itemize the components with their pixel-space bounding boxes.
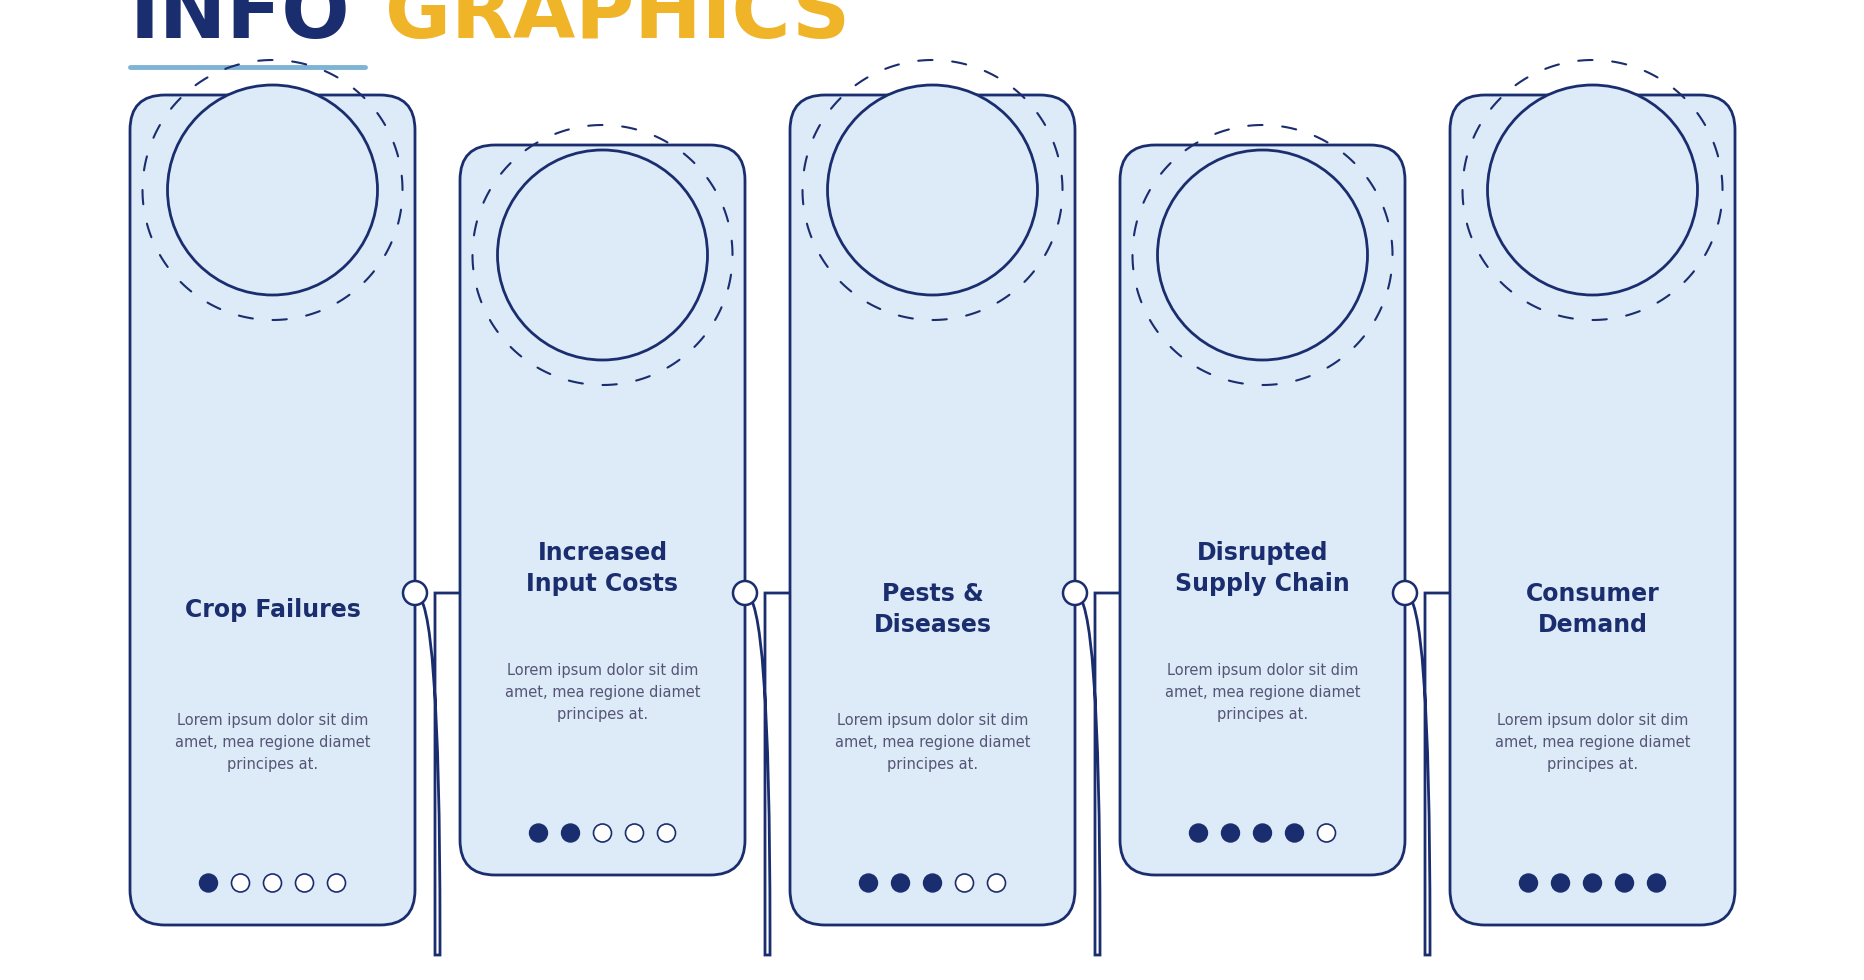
Circle shape	[658, 824, 675, 842]
FancyBboxPatch shape	[1448, 95, 1734, 925]
Circle shape	[1062, 581, 1087, 605]
FancyBboxPatch shape	[460, 145, 744, 875]
Circle shape	[1158, 150, 1366, 360]
Circle shape	[1646, 874, 1665, 892]
Circle shape	[624, 824, 643, 842]
Circle shape	[1487, 85, 1696, 295]
Text: Lorem ipsum dolor sit dim
amet, mea regione diamet
principes at.: Lorem ipsum dolor sit dim amet, mea regi…	[505, 662, 699, 722]
Circle shape	[1551, 874, 1569, 892]
Text: Increased
Input Costs: Increased Input Costs	[526, 541, 678, 596]
Text: Lorem ipsum dolor sit dim
amet, mea regione diamet
principes at.: Lorem ipsum dolor sit dim amet, mea regi…	[1165, 662, 1359, 722]
Circle shape	[403, 581, 427, 605]
Text: Crop Failures: Crop Failures	[185, 598, 360, 621]
Circle shape	[1519, 874, 1536, 892]
FancyBboxPatch shape	[790, 95, 1074, 925]
Circle shape	[1583, 874, 1601, 892]
Text: GRAPHICS: GRAPHICS	[384, 0, 850, 55]
FancyBboxPatch shape	[1120, 145, 1404, 875]
Circle shape	[1253, 824, 1271, 842]
Circle shape	[231, 874, 250, 892]
Circle shape	[954, 874, 973, 892]
Text: Lorem ipsum dolor sit dim
amet, mea regione diamet
principes at.: Lorem ipsum dolor sit dim amet, mea regi…	[1493, 712, 1689, 772]
Circle shape	[923, 874, 941, 892]
Circle shape	[199, 874, 218, 892]
Circle shape	[828, 85, 1036, 295]
Circle shape	[859, 874, 878, 892]
Circle shape	[295, 874, 313, 892]
Circle shape	[328, 874, 345, 892]
Circle shape	[1284, 824, 1303, 842]
Circle shape	[986, 874, 1005, 892]
Circle shape	[168, 85, 377, 295]
Text: Lorem ipsum dolor sit dim
amet, mea regione diamet
principes at.: Lorem ipsum dolor sit dim amet, mea regi…	[175, 712, 371, 772]
Circle shape	[1614, 874, 1633, 892]
Circle shape	[263, 874, 281, 892]
Circle shape	[1221, 824, 1240, 842]
Circle shape	[529, 824, 548, 842]
Circle shape	[561, 824, 580, 842]
Circle shape	[1392, 581, 1417, 605]
Circle shape	[498, 150, 706, 360]
Circle shape	[1316, 824, 1335, 842]
Circle shape	[593, 824, 611, 842]
Text: Disrupted
Supply Chain: Disrupted Supply Chain	[1174, 541, 1350, 596]
Circle shape	[891, 874, 910, 892]
Text: INFO: INFO	[130, 0, 350, 55]
Text: Pests &
Diseases: Pests & Diseases	[872, 582, 992, 637]
FancyBboxPatch shape	[130, 95, 416, 925]
Text: Lorem ipsum dolor sit dim
amet, mea regione diamet
principes at.: Lorem ipsum dolor sit dim amet, mea regi…	[835, 712, 1029, 772]
Text: Consumer
Demand: Consumer Demand	[1525, 582, 1659, 637]
Circle shape	[733, 581, 757, 605]
Circle shape	[1189, 824, 1206, 842]
